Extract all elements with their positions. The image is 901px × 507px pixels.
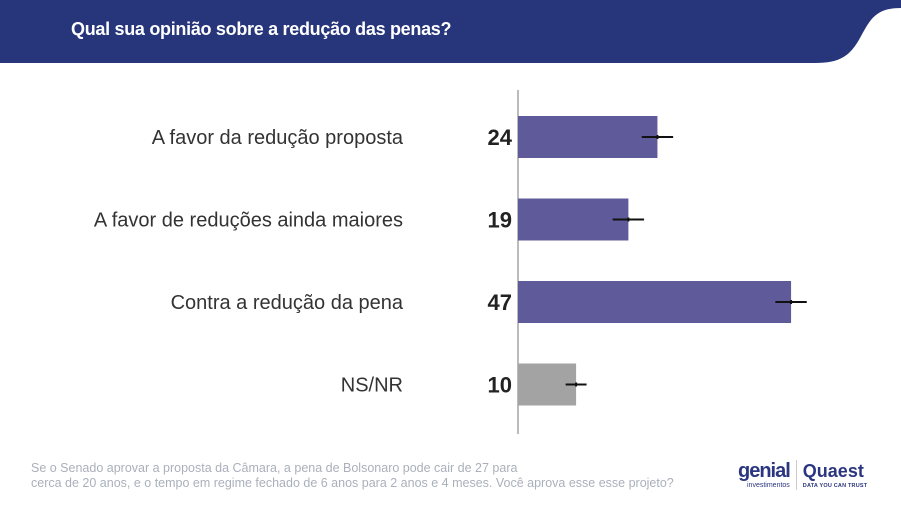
bar-chart: A favor da redução proposta 24 A favor de … — [94, 90, 807, 434]
header-band — [0, 0, 901, 63]
genial-logo-sub: investimentos — [747, 482, 790, 489]
bar — [518, 281, 792, 323]
category-label: A favor da redução proposta — [152, 127, 404, 149]
data-label: 24 — [488, 125, 513, 150]
genial-logo: genial investimentos — [738, 460, 791, 490]
page-title: Qual sua opinião sobre a redução das pen… — [71, 19, 452, 39]
category-label: NS/NR — [341, 375, 403, 397]
footnote-line-2: cerca de 20 anos, e o tempo em regime fe… — [31, 476, 674, 490]
bar — [518, 198, 629, 241]
footnote-line-1: Se o Senado aprovar a proposta da Câmara… — [31, 461, 518, 475]
data-label: 47 — [488, 290, 512, 315]
logos: genial investimentos Quaest DATA YOU CAN T… — [738, 460, 867, 490]
data-label: 10 — [488, 373, 512, 398]
genial-logo-text: genial — [738, 460, 791, 482]
bar — [518, 116, 658, 158]
category-label: A favor de reduções ainda maiores — [94, 210, 403, 232]
quaest-logo: Quaest DATA YOU CAN TRUST — [795, 460, 868, 490]
category-label: Contra a redução da pena — [171, 292, 404, 314]
quaest-logo-text: Quaest — [802, 461, 864, 481]
quaest-logo-sub: DATA YOU CAN TRUST — [802, 483, 868, 489]
data-label: 19 — [488, 208, 512, 233]
footnote: Se o Senado aprovar a proposta da Câmara… — [31, 461, 726, 491]
